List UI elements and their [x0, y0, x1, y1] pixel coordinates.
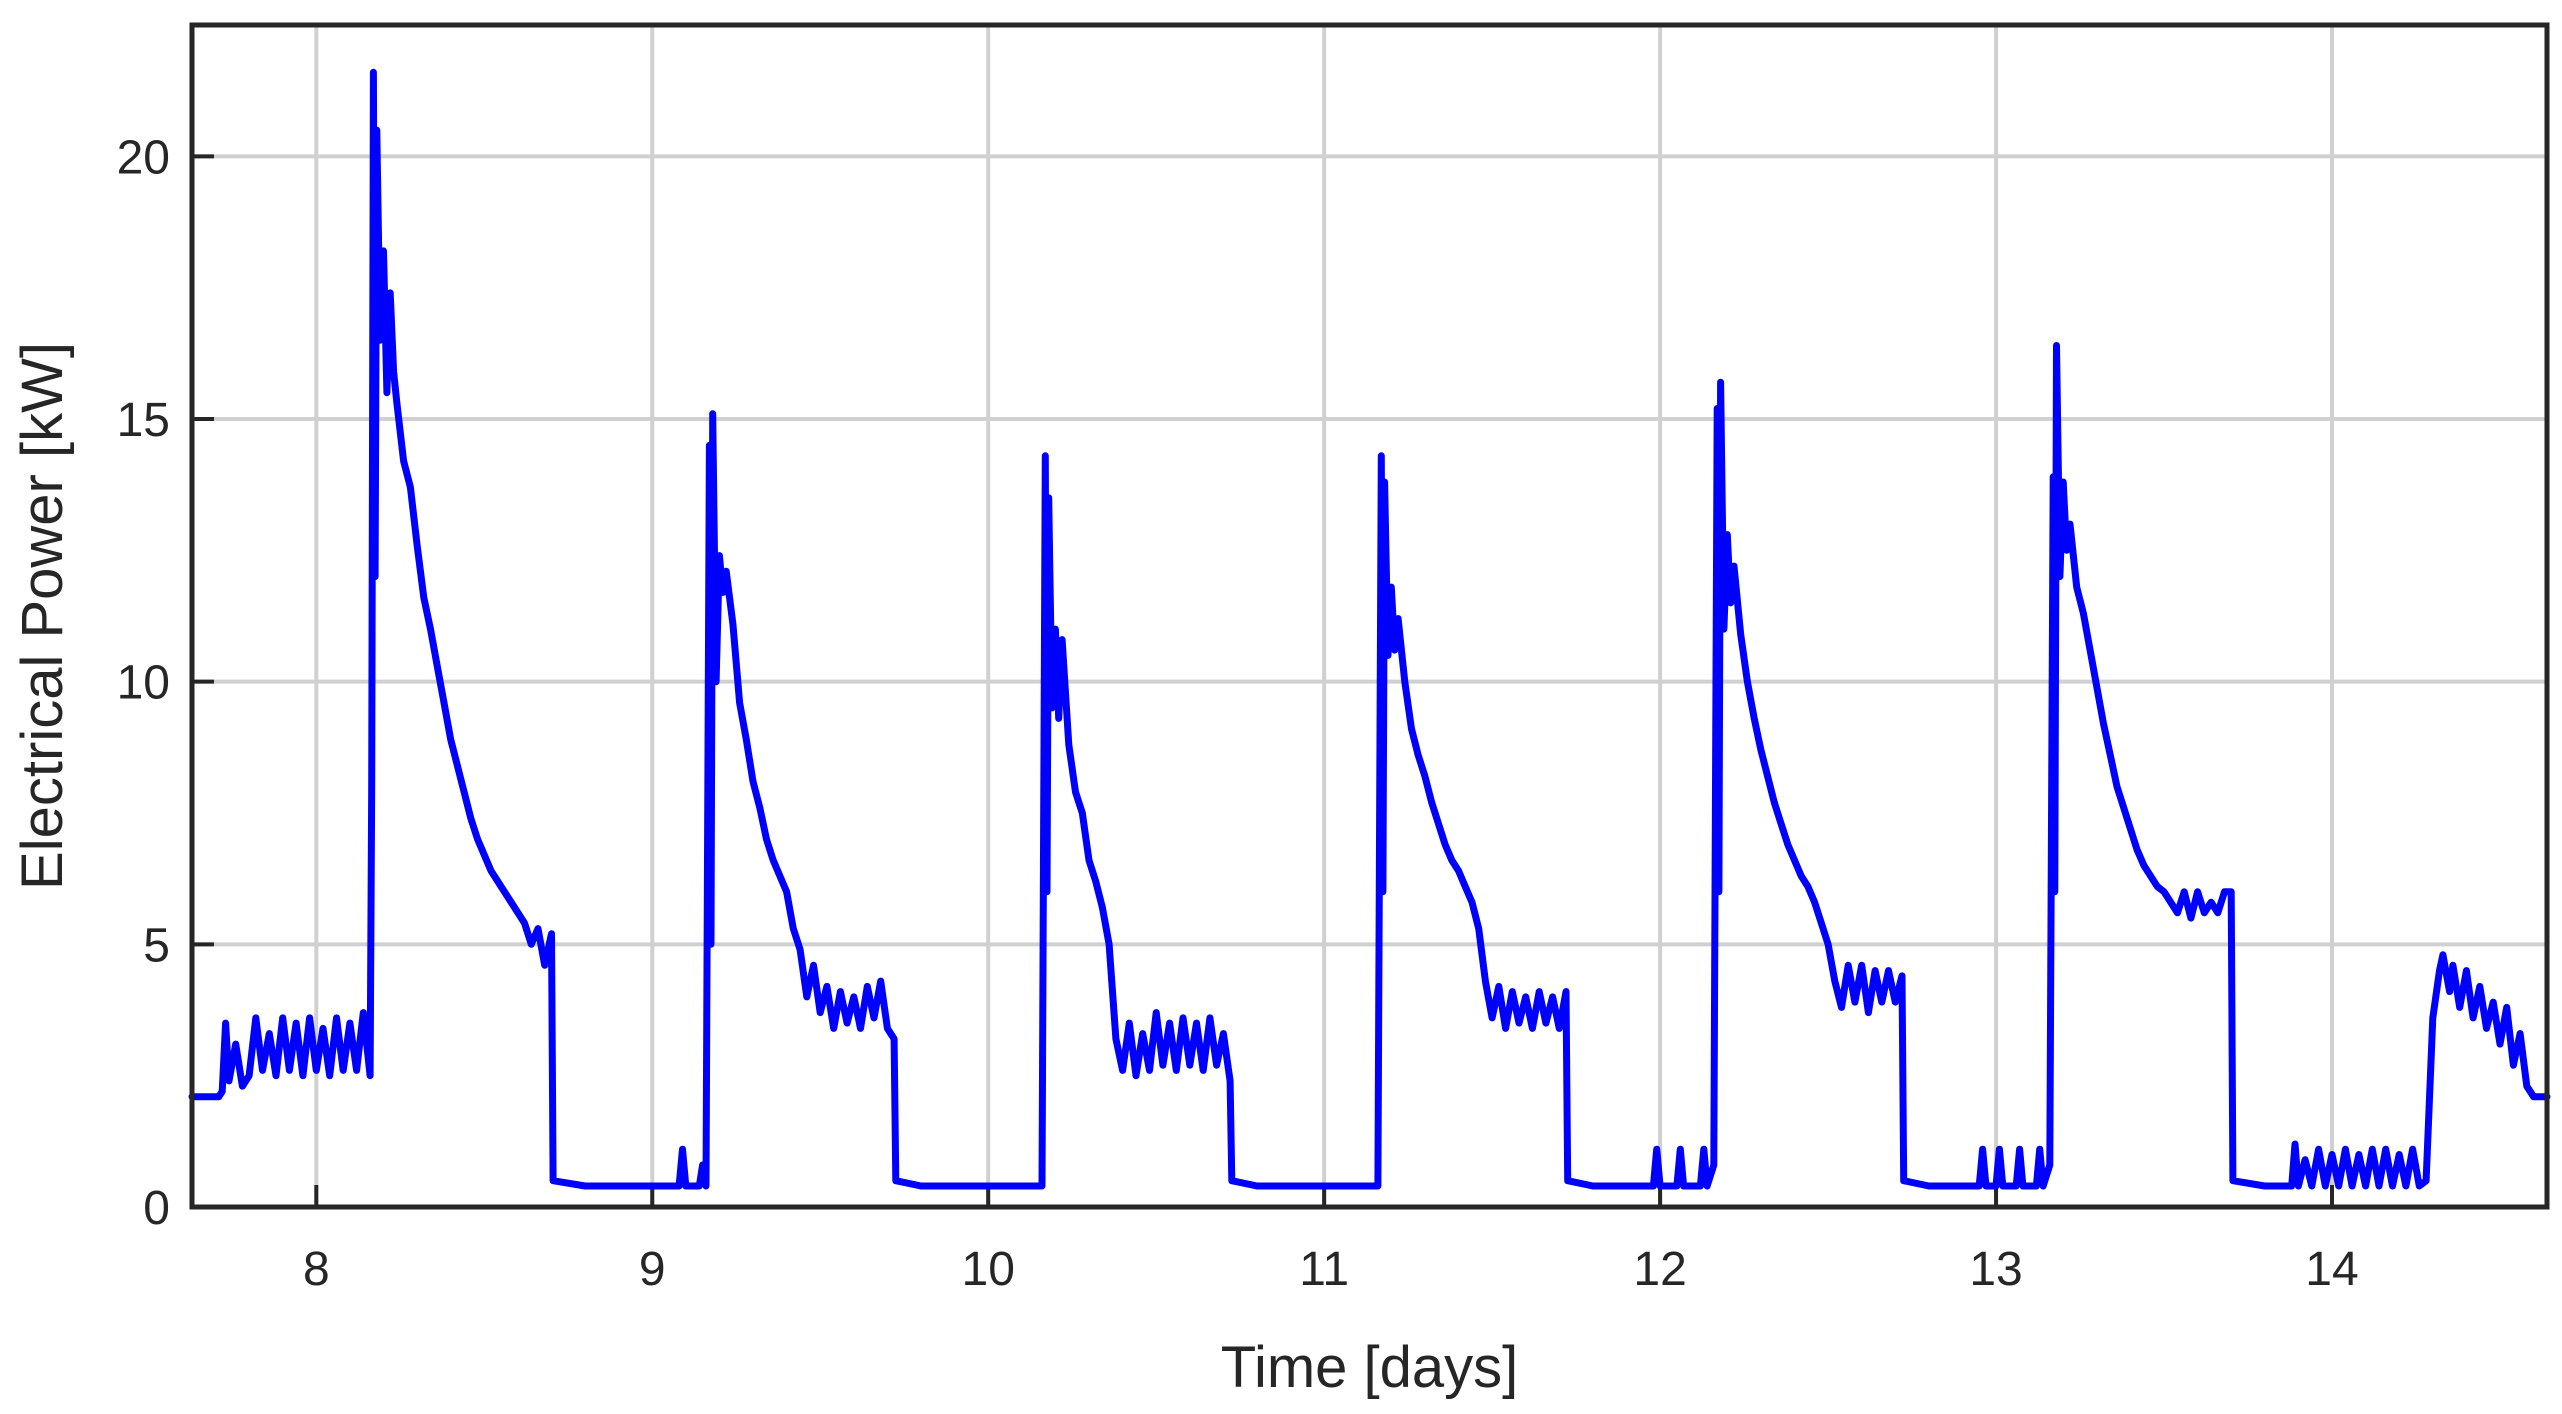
series-layer [188, 68, 2551, 1190]
y-tick-label: 5 [143, 919, 170, 972]
x-tick-label: 13 [1969, 1243, 2022, 1296]
series-line-0 [188, 68, 2551, 1190]
x-tick-label: 10 [962, 1243, 1015, 1296]
x-tick-label: 14 [2305, 1243, 2358, 1296]
y-tick-label: 15 [117, 394, 170, 447]
grid [192, 25, 2547, 1209]
y-axis-label: Electrical Power [kW] [10, 342, 75, 890]
x-tick-label: 11 [1299, 1243, 1349, 1296]
y-tick-labels: 0 5 10 15 20 [117, 131, 170, 1235]
x-axis-label: Time [days] [1221, 1335, 1519, 1400]
x-tick-label: 12 [1633, 1243, 1686, 1296]
y-tick-label: 0 [143, 1182, 170, 1235]
y-tick-label: 20 [117, 131, 170, 184]
plot-frame [189, 22, 2550, 1210]
y-tick-label: 10 [117, 657, 170, 710]
x-tick-labels: 8 9 10 11 12 13 14 [303, 1243, 2359, 1296]
x-tick-label: 9 [639, 1243, 666, 1296]
x-tick-label: 8 [303, 1243, 330, 1296]
